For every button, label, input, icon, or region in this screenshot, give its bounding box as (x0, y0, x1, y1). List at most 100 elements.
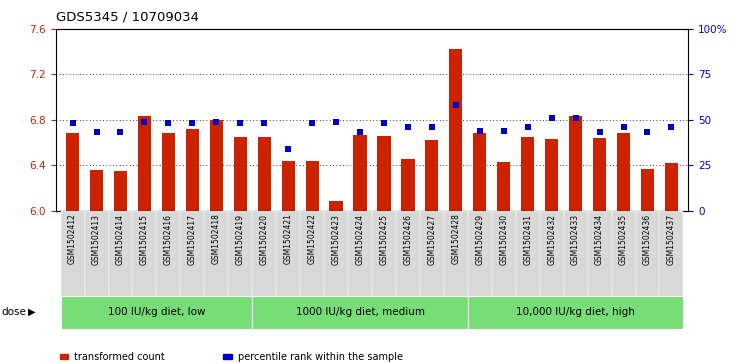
Bar (85, 211, 109, 312)
Point (354, 130, 366, 135)
Text: GSM1502417: GSM1502417 (187, 213, 197, 265)
Bar (492, 211, 516, 312)
Text: GSM1502414: GSM1502414 (116, 213, 125, 265)
Bar (401, 159, 414, 211)
Bar (114, 171, 127, 211)
Bar (353, 135, 367, 211)
Bar (234, 137, 247, 211)
Bar (300, 211, 324, 312)
Bar (109, 211, 132, 312)
Bar (330, 201, 343, 211)
Bar (90, 170, 103, 211)
Text: GSM1502433: GSM1502433 (571, 213, 580, 265)
Bar (156, 211, 180, 312)
Bar (635, 211, 659, 312)
Point (67, 121, 79, 126)
Text: GSM1502431: GSM1502431 (523, 213, 532, 265)
Point (162, 121, 174, 126)
Point (91, 130, 103, 135)
Point (570, 115, 582, 121)
Point (641, 130, 653, 135)
Point (618, 124, 629, 130)
Point (330, 119, 342, 125)
Text: GSM1502421: GSM1502421 (283, 213, 292, 265)
Bar (257, 137, 271, 211)
Text: GSM1502434: GSM1502434 (595, 213, 604, 265)
Point (426, 124, 437, 130)
Text: GSM1502426: GSM1502426 (403, 213, 412, 265)
Text: GSM1502424: GSM1502424 (356, 213, 365, 265)
Point (594, 130, 606, 135)
Point (115, 130, 126, 135)
Bar (444, 211, 468, 312)
Text: GSM1502422: GSM1502422 (307, 213, 317, 265)
Point (211, 119, 222, 125)
FancyBboxPatch shape (252, 296, 468, 329)
Point (138, 119, 150, 125)
Text: 10,000 IU/kg diet, high: 10,000 IU/kg diet, high (516, 307, 635, 317)
Bar (210, 120, 223, 211)
Bar (564, 211, 588, 312)
Text: GSM1502428: GSM1502428 (452, 213, 461, 265)
Bar (372, 211, 396, 312)
Bar (521, 137, 534, 211)
Text: percentile rank within the sample: percentile rank within the sample (238, 352, 403, 362)
Bar (60, 211, 85, 312)
Text: GSM1502415: GSM1502415 (140, 213, 149, 265)
Bar (228, 211, 252, 312)
Bar (617, 133, 630, 211)
Point (665, 124, 677, 130)
Bar (641, 168, 654, 211)
Point (545, 115, 557, 121)
Point (378, 121, 390, 126)
Bar (281, 160, 295, 211)
Text: ▶: ▶ (28, 307, 36, 317)
Text: GSM1502429: GSM1502429 (475, 213, 484, 265)
Bar (497, 162, 510, 211)
Text: GSM1502425: GSM1502425 (379, 213, 388, 265)
Bar (276, 211, 300, 312)
Bar (659, 211, 684, 312)
Bar (473, 133, 487, 211)
Point (258, 121, 270, 126)
Text: GSM1502419: GSM1502419 (236, 213, 245, 265)
Point (187, 121, 199, 126)
Text: GSM1502427: GSM1502427 (427, 213, 437, 265)
Point (474, 128, 486, 134)
Bar (545, 139, 558, 211)
Text: GSM1502435: GSM1502435 (619, 213, 628, 265)
Bar (348, 211, 372, 312)
Text: GSM1502420: GSM1502420 (260, 213, 269, 265)
Text: GSM1502423: GSM1502423 (332, 213, 341, 265)
Text: transformed count: transformed count (74, 352, 165, 362)
Text: 1000 IU/kg diet, medium: 1000 IU/kg diet, medium (295, 307, 425, 317)
Point (307, 121, 318, 126)
Bar (539, 211, 564, 312)
Point (402, 124, 414, 130)
Bar (377, 136, 391, 211)
Point (450, 102, 462, 108)
Text: GSM1502412: GSM1502412 (68, 213, 77, 265)
Text: GSM1502418: GSM1502418 (212, 213, 221, 265)
Bar (186, 129, 199, 211)
Text: GSM1502413: GSM1502413 (92, 213, 101, 265)
Bar (449, 49, 463, 211)
Text: GSM1502437: GSM1502437 (667, 213, 676, 265)
Text: dose: dose (1, 307, 26, 317)
Bar (396, 211, 420, 312)
Text: GSM1502432: GSM1502432 (547, 213, 557, 265)
Point (234, 121, 246, 126)
Bar (426, 140, 438, 211)
Point (282, 146, 294, 152)
Bar (205, 211, 228, 312)
Bar (420, 211, 444, 312)
Text: GSM1502416: GSM1502416 (164, 213, 173, 265)
Bar (665, 163, 678, 211)
Bar (138, 117, 151, 211)
Text: GDS5345 / 10709034: GDS5345 / 10709034 (56, 11, 199, 24)
Bar (132, 211, 156, 312)
Bar (593, 138, 606, 211)
Bar (306, 160, 318, 211)
FancyBboxPatch shape (468, 296, 684, 329)
Bar (516, 211, 539, 312)
